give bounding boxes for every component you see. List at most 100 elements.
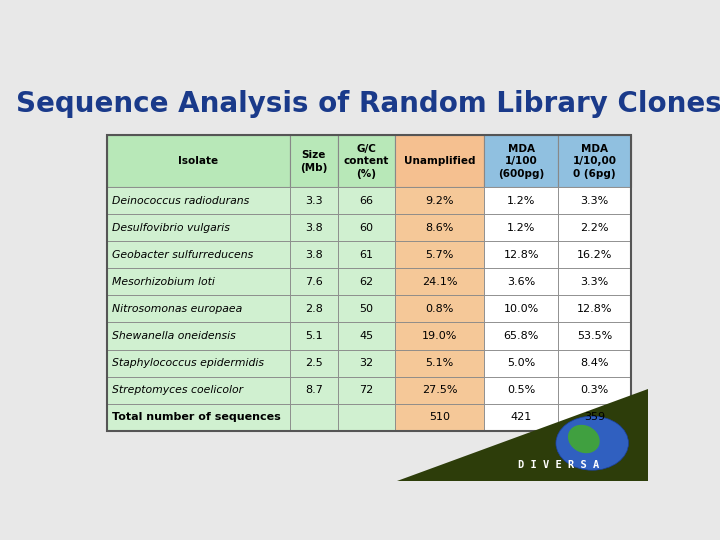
Text: Streptomyces coelicolor: Streptomyces coelicolor: [112, 385, 243, 395]
Bar: [107, 403, 290, 431]
Text: 3.3: 3.3: [305, 195, 323, 206]
Text: 359: 359: [584, 412, 605, 422]
Text: 5.1%: 5.1%: [426, 358, 454, 368]
Bar: [395, 136, 485, 187]
Text: Size
(Mb): Size (Mb): [300, 150, 328, 172]
Text: 1.2%: 1.2%: [507, 195, 535, 206]
Bar: [290, 322, 338, 349]
Bar: [395, 187, 485, 214]
Text: 2.2%: 2.2%: [580, 222, 609, 233]
Bar: [338, 214, 395, 241]
Text: 8.6%: 8.6%: [426, 222, 454, 233]
Bar: [290, 349, 338, 376]
Text: Desulfovibrio vulgaris: Desulfovibrio vulgaris: [112, 222, 230, 233]
Text: 0.5%: 0.5%: [507, 385, 535, 395]
Bar: [290, 214, 338, 241]
Bar: [558, 295, 631, 322]
Text: G/C
content
(%): G/C content (%): [343, 144, 389, 179]
Text: 12.8%: 12.8%: [503, 250, 539, 260]
Bar: [107, 187, 290, 214]
Bar: [338, 349, 395, 376]
Text: 45: 45: [359, 331, 374, 341]
Text: 5.0%: 5.0%: [507, 358, 535, 368]
Bar: [107, 295, 290, 322]
Bar: [290, 136, 338, 187]
Bar: [558, 136, 631, 187]
Bar: [107, 322, 290, 349]
Text: 5.7%: 5.7%: [426, 250, 454, 260]
Text: D I V E R S A: D I V E R S A: [518, 460, 599, 470]
Bar: [558, 187, 631, 214]
Text: 2.8: 2.8: [305, 304, 323, 314]
Bar: [558, 376, 631, 403]
Text: 2.5: 2.5: [305, 358, 323, 368]
Text: 7.6: 7.6: [305, 277, 323, 287]
Bar: [558, 322, 631, 349]
Text: 0.3%: 0.3%: [580, 385, 608, 395]
Bar: [395, 295, 485, 322]
Bar: [485, 403, 558, 431]
Text: 3.8: 3.8: [305, 250, 323, 260]
Bar: [290, 268, 338, 295]
Text: Geobacter sulfurreducens: Geobacter sulfurreducens: [112, 250, 253, 260]
Bar: [558, 268, 631, 295]
Bar: [485, 241, 558, 268]
Bar: [338, 268, 395, 295]
Text: 3.3%: 3.3%: [580, 277, 608, 287]
Bar: [485, 214, 558, 241]
Text: 3.3%: 3.3%: [580, 195, 608, 206]
Text: 8.7: 8.7: [305, 385, 323, 395]
Text: 65.8%: 65.8%: [503, 331, 539, 341]
Bar: [485, 322, 558, 349]
Bar: [338, 376, 395, 403]
Bar: [558, 241, 631, 268]
Text: 9.2%: 9.2%: [426, 195, 454, 206]
Bar: [290, 241, 338, 268]
Text: Sequence Analysis of Random Library Clones: Sequence Analysis of Random Library Clon…: [16, 90, 720, 118]
Text: Nitrosomonas europaea: Nitrosomonas europaea: [112, 304, 243, 314]
Bar: [107, 214, 290, 241]
Bar: [485, 295, 558, 322]
Text: Mesorhizobium loti: Mesorhizobium loti: [112, 277, 215, 287]
Bar: [395, 268, 485, 295]
Text: 72: 72: [359, 385, 374, 395]
Text: 3.8: 3.8: [305, 222, 323, 233]
Text: MDA
1/100
(600pg): MDA 1/100 (600pg): [498, 144, 544, 179]
Text: 66: 66: [359, 195, 374, 206]
Bar: [395, 376, 485, 403]
Bar: [338, 403, 395, 431]
Ellipse shape: [568, 425, 600, 453]
Bar: [485, 187, 558, 214]
Bar: [338, 136, 395, 187]
Bar: [338, 322, 395, 349]
Bar: [395, 214, 485, 241]
Bar: [395, 349, 485, 376]
Text: 62: 62: [359, 277, 374, 287]
Text: 10.0%: 10.0%: [503, 304, 539, 314]
Bar: [338, 241, 395, 268]
Text: 0.8%: 0.8%: [426, 304, 454, 314]
Text: Isolate: Isolate: [179, 156, 219, 166]
Text: 32: 32: [359, 358, 374, 368]
Bar: [290, 376, 338, 403]
Bar: [338, 187, 395, 214]
Bar: [107, 349, 290, 376]
Text: 27.5%: 27.5%: [422, 385, 458, 395]
Bar: [558, 214, 631, 241]
Text: 53.5%: 53.5%: [577, 331, 612, 341]
Text: Deinococcus radiodurans: Deinococcus radiodurans: [112, 195, 250, 206]
Text: 16.2%: 16.2%: [577, 250, 612, 260]
Text: 61: 61: [359, 250, 374, 260]
Text: 1.2%: 1.2%: [507, 222, 535, 233]
Bar: [558, 349, 631, 376]
Text: 24.1%: 24.1%: [422, 277, 458, 287]
Bar: [107, 241, 290, 268]
Bar: [485, 268, 558, 295]
Bar: [290, 403, 338, 431]
Bar: [395, 403, 485, 431]
Bar: [290, 187, 338, 214]
Text: 12.8%: 12.8%: [577, 304, 612, 314]
Circle shape: [556, 416, 629, 470]
Text: 421: 421: [510, 412, 532, 422]
Text: Total number of sequences: Total number of sequences: [112, 412, 281, 422]
